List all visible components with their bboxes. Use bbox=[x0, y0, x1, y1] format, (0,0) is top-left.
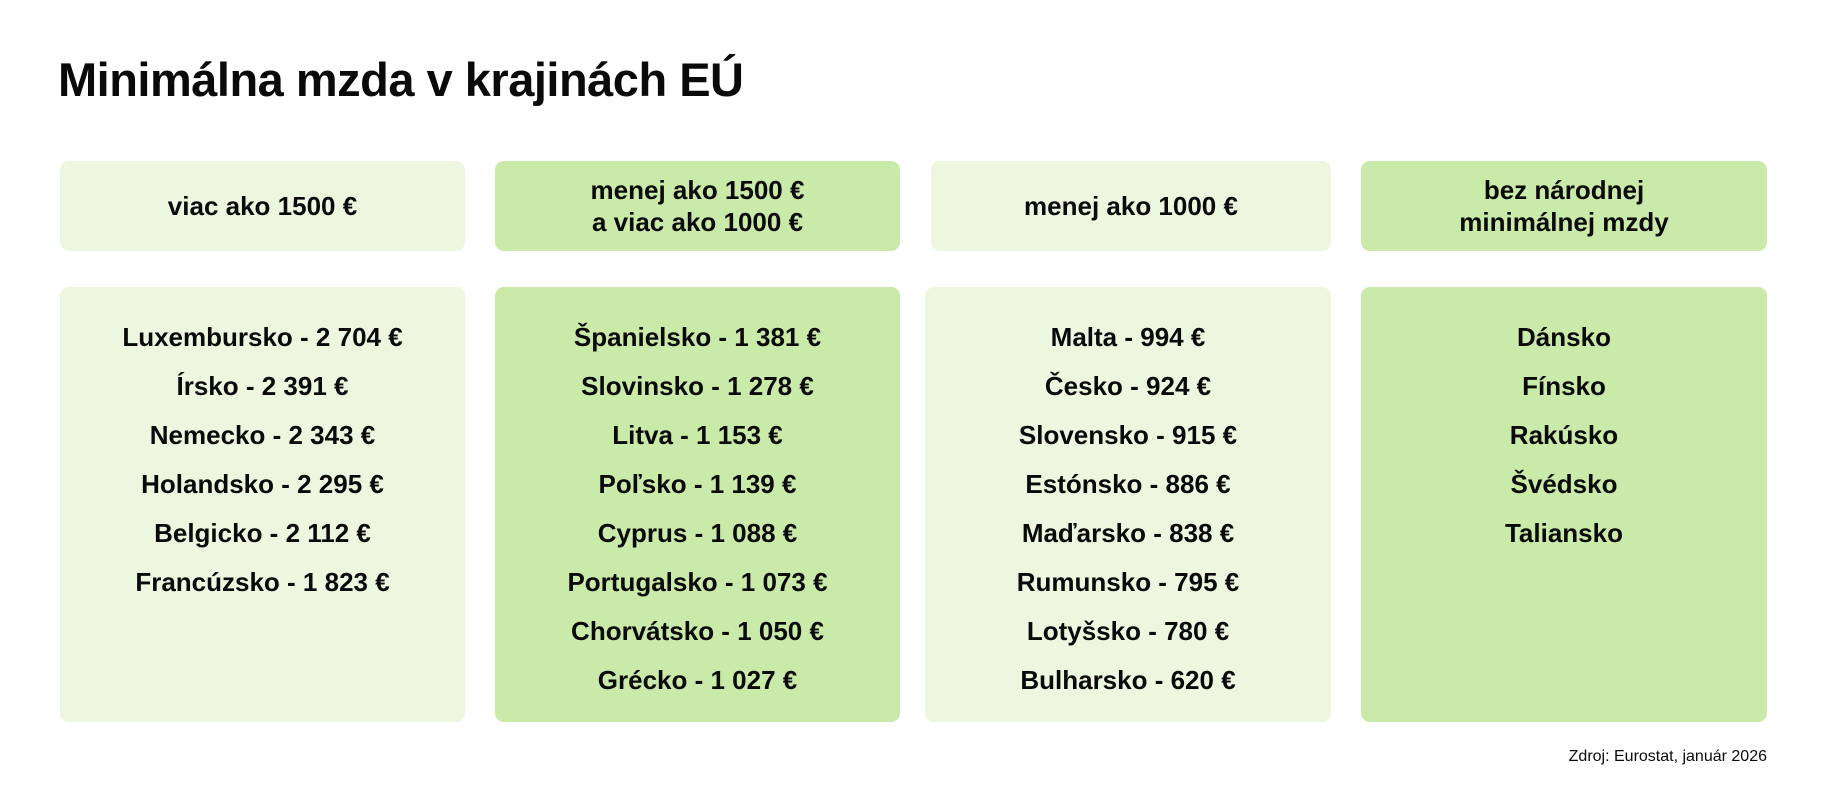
country-item: Chorvátsko - 1 050 € bbox=[571, 616, 824, 646]
country-item: Holandsko - 2 295 € bbox=[141, 469, 384, 499]
category-header-line: minimálnej mzdy bbox=[1459, 207, 1669, 237]
category-header: bez národnej minimálnej mzdy bbox=[1361, 161, 1767, 251]
country-item: Švédsko bbox=[1510, 469, 1618, 499]
country-item: Nemecko - 2 343 € bbox=[149, 420, 376, 450]
country-item: Dánsko bbox=[1517, 322, 1611, 352]
country-item: Francúzsko - 1 823 € bbox=[135, 567, 390, 597]
country-item: Rakúsko bbox=[1509, 420, 1619, 450]
category-header: menej ako 1000 € bbox=[931, 161, 1331, 251]
country-list: Malta - 994 € Česko - 924 € Slovensko - 91… bbox=[925, 287, 1331, 722]
country-item: Luxembursko - 2 704 € bbox=[122, 322, 403, 352]
country-item: Lotyšsko - 780 € bbox=[1026, 616, 1230, 646]
country-item: Maďarsko - 838 € bbox=[1021, 518, 1235, 548]
country-item: Cyprus - 1 088 € bbox=[597, 518, 798, 548]
country-item: Španielsko - 1 381 € bbox=[573, 322, 822, 352]
country-item: Estónsko - 886 € bbox=[1025, 469, 1231, 499]
source-note: Zdroj: Eurostat, január 2026 bbox=[1568, 748, 1767, 765]
country-item: Fínsko bbox=[1522, 371, 1606, 401]
country-list: Dánsko Fínsko Rakúsko Švédsko Taliansko bbox=[1361, 287, 1767, 722]
category-header: menej ako 1500 € a viac ako 1000 € bbox=[495, 161, 900, 251]
category-header-line: bez národnej bbox=[1483, 175, 1645, 205]
country-item: Taliansko bbox=[1504, 518, 1623, 548]
category-header-line: menej ako 1000 € bbox=[1024, 191, 1238, 221]
country-list: Španielsko - 1 381 € Slovinsko - 1 278 € L… bbox=[495, 287, 900, 722]
country-item: Česko - 924 € bbox=[1044, 371, 1212, 401]
country-item: Grécko - 1 027 € bbox=[597, 665, 798, 695]
country-item: Malta - 994 € bbox=[1050, 322, 1206, 352]
category-header-line: a viac ako 1000 € bbox=[591, 207, 804, 237]
category-header-line: menej ako 1500 € bbox=[590, 175, 805, 205]
category-header-line: viac ako 1500 € bbox=[167, 191, 358, 221]
country-item: Rumunsko - 795 € bbox=[1016, 567, 1240, 597]
country-item: Litva - 1 153 € bbox=[612, 420, 783, 450]
country-item: Bulharsko - 620 € bbox=[1020, 665, 1236, 695]
country-list: Luxembursko - 2 704 € Írsko - 2 391 € Neme… bbox=[60, 287, 465, 722]
category-header: viac ako 1500 € bbox=[60, 161, 465, 251]
country-item: Poľsko - 1 139 € bbox=[598, 469, 797, 499]
country-item: Slovinsko - 1 278 € bbox=[581, 371, 814, 401]
page-title: Minimálna mzda v krajinách EÚ bbox=[58, 53, 744, 106]
country-item: Portugalsko - 1 073 € bbox=[567, 567, 828, 597]
country-item: Írsko - 2 391 € bbox=[176, 371, 349, 401]
country-item: Slovensko - 915 € bbox=[1018, 420, 1238, 450]
country-item: Belgicko - 2 112 € bbox=[154, 518, 371, 548]
